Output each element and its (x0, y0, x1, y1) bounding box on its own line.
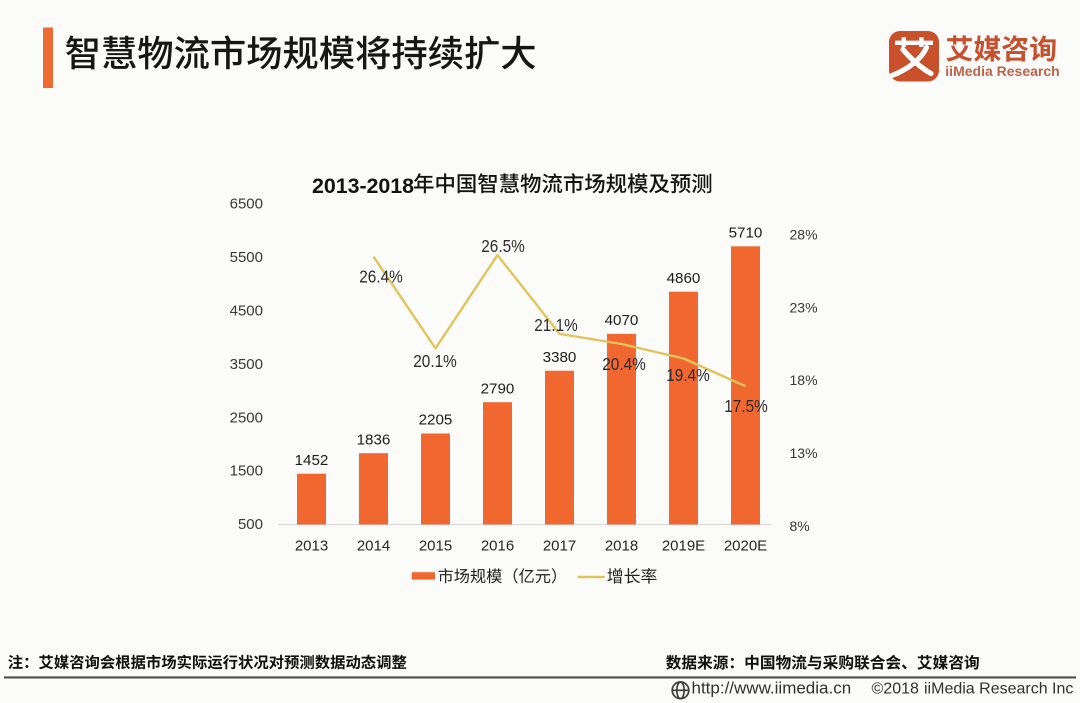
svg-text:2019E: 2019E (662, 537, 705, 554)
svg-text:5710: 5710 (729, 225, 763, 242)
svg-text:2018: 2018 (605, 537, 638, 554)
svg-text:2020E: 2020E (724, 537, 767, 554)
svg-text:5500: 5500 (230, 249, 263, 266)
svg-text:2014: 2014 (357, 537, 390, 554)
svg-text:6500: 6500 (230, 196, 263, 213)
svg-text:26.4%: 26.4% (359, 267, 402, 287)
svg-text:2013-2018: 2013-2018 (312, 174, 414, 198)
svg-text:28%: 28% (790, 227, 818, 243)
svg-text:3500: 3500 (230, 356, 263, 373)
svg-text:3380: 3380 (543, 349, 577, 366)
svg-text:http://www.iimedia.cn: http://www.iimedia.cn (692, 679, 852, 698)
svg-text:1500: 1500 (230, 463, 263, 480)
svg-text:2013: 2013 (295, 537, 328, 554)
svg-text:2790: 2790 (481, 380, 515, 397)
svg-text:18%: 18% (790, 372, 818, 388)
svg-text:4070: 4070 (605, 312, 639, 329)
svg-text:iiMedia Research: iiMedia Research (945, 63, 1059, 79)
svg-text:2017: 2017 (543, 537, 576, 554)
svg-text:21.1%: 21.1% (534, 315, 577, 335)
svg-text:500: 500 (238, 516, 263, 533)
svg-text:1452: 1452 (295, 452, 329, 469)
svg-text:2015: 2015 (419, 537, 452, 554)
svg-text:20.4%: 20.4% (602, 354, 645, 374)
svg-text:4860: 4860 (667, 270, 701, 287)
svg-text:2500: 2500 (230, 409, 263, 426)
svg-text:8%: 8% (790, 518, 810, 534)
svg-text:23%: 23% (790, 299, 818, 315)
svg-text:iiMedia Research Inc: iiMedia Research Inc (924, 681, 1073, 698)
svg-text:19.4%: 19.4% (666, 365, 709, 385)
svg-text:4500: 4500 (230, 303, 263, 320)
svg-text:20.1%: 20.1% (413, 351, 456, 371)
svg-text:13%: 13% (790, 445, 818, 461)
svg-text:2205: 2205 (419, 412, 453, 429)
svg-text:17.5%: 17.5% (724, 396, 767, 416)
svg-text:26.5%: 26.5% (481, 236, 524, 256)
svg-text:1836: 1836 (357, 431, 391, 448)
svg-text:©2018: ©2018 (872, 681, 919, 698)
svg-text:2016: 2016 (481, 537, 514, 554)
